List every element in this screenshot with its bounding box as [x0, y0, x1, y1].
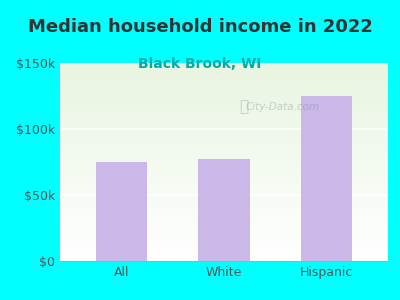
- Text: ⦿: ⦿: [239, 99, 248, 114]
- Text: Median household income in 2022: Median household income in 2022: [28, 18, 372, 36]
- Text: Black Brook, WI: Black Brook, WI: [138, 57, 262, 71]
- Bar: [96, 162, 147, 261]
- Bar: [301, 96, 352, 261]
- Bar: [198, 159, 250, 261]
- Text: City-Data.com: City-Data.com: [246, 102, 320, 112]
